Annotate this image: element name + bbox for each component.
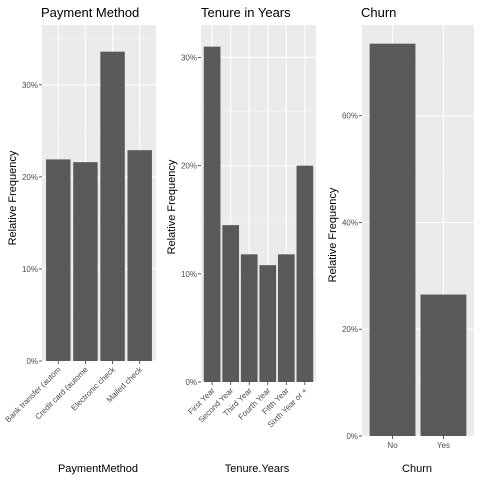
bar: [222, 225, 239, 382]
churn-chart: Churn Relative Frequency Churn 0% 20% 40% 6…: [327, 5, 474, 475]
bar: [100, 52, 124, 361]
bar: [46, 159, 70, 361]
chart-title: Tenure in Years: [201, 5, 291, 20]
plot-area: 0% 20% 40% 60% No Yes: [342, 25, 474, 450]
y-tick-label: 20%: [22, 173, 38, 182]
chart-title: Payment Method: [41, 5, 139, 20]
bar: [297, 166, 314, 382]
x-axis-title: Tenure.Years: [225, 463, 290, 475]
y-tick-label: 20%: [342, 325, 358, 334]
y-tick-label: 10%: [181, 270, 197, 279]
y-axis-title: Relative Frequency: [166, 159, 178, 254]
x-tick-label: Yes: [437, 441, 450, 450]
bar: [278, 254, 295, 382]
y-tick-label: 40%: [342, 218, 358, 227]
y-tick-label: 30%: [181, 53, 197, 62]
y-tick-label: 0%: [346, 432, 358, 441]
y-axis-title: Relative Frequency: [327, 187, 339, 282]
y-axis-title: Relative Frequency: [7, 150, 19, 245]
tenure-years-chart: Tenure in Years Relative Frequency Tenur…: [166, 5, 316, 475]
bar: [128, 150, 152, 361]
payment-method-chart: Payment Method Relative Frequency Paymen…: [4, 5, 156, 475]
x-axis-title: PaymentMethod: [58, 463, 138, 475]
bar: [241, 254, 258, 382]
y-tick-label: 30%: [22, 81, 38, 90]
chart-title: Churn: [361, 5, 396, 20]
y-tick-label: 60%: [342, 112, 358, 121]
y-tick-label: 0%: [26, 357, 38, 366]
y-tick-label: 10%: [22, 265, 38, 274]
bar: [370, 44, 416, 436]
bar: [421, 295, 467, 436]
x-tick-label: No: [387, 441, 398, 450]
bar: [259, 265, 276, 382]
x-axis-title: Churn: [402, 463, 432, 475]
bar: [73, 162, 97, 361]
y-tick-label: 20%: [181, 162, 197, 171]
y-tick-label: 0%: [185, 378, 197, 387]
bar: [204, 47, 221, 382]
